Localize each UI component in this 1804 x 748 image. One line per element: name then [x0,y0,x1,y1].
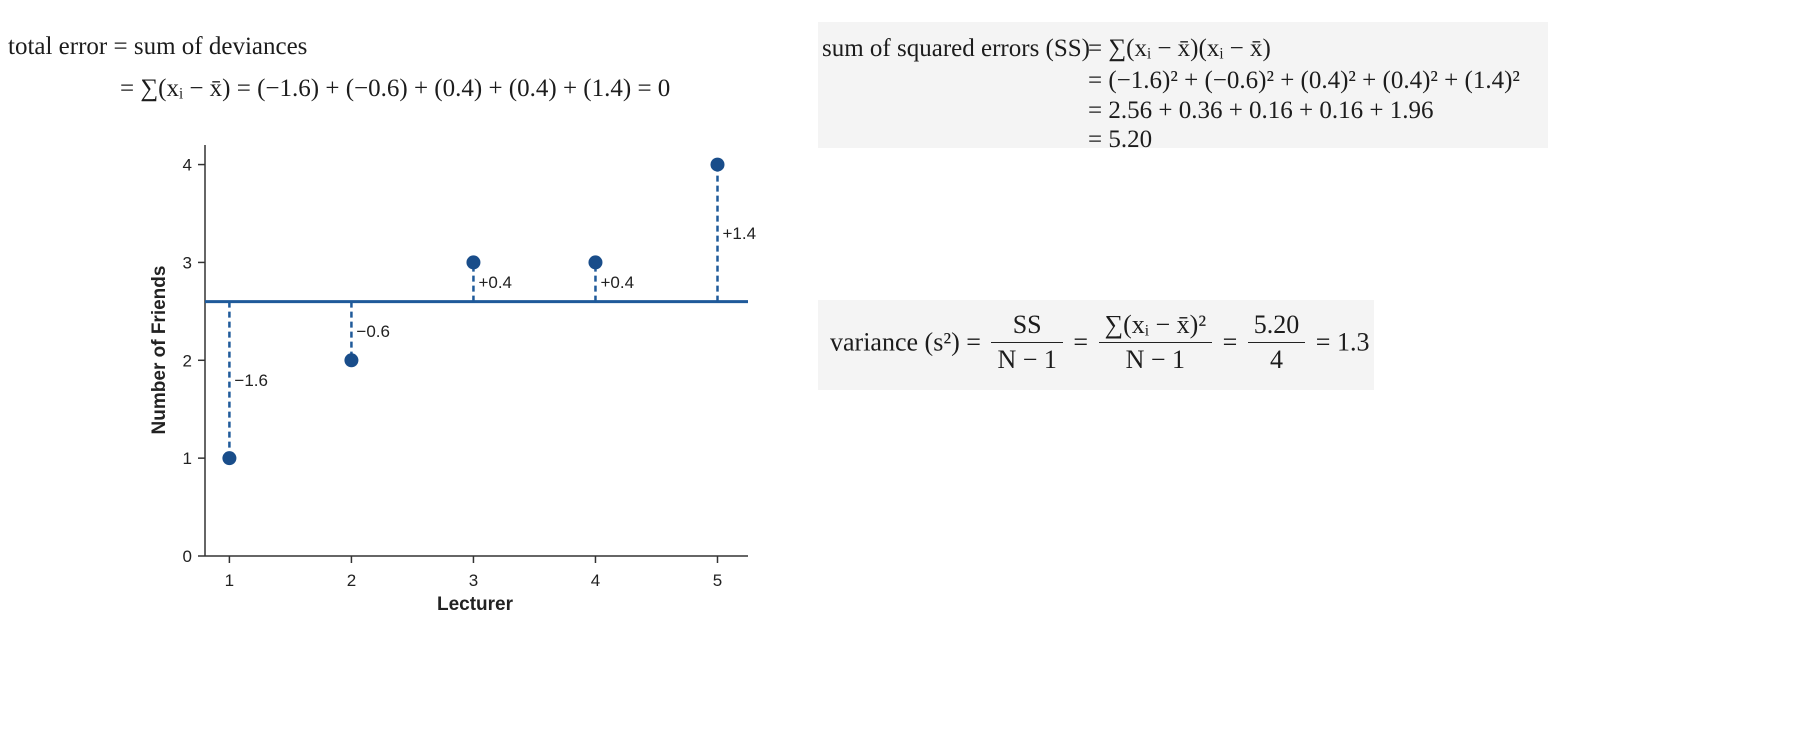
y-tick-label: 0 [183,547,192,566]
x-axis-label: Lecturer [437,594,514,615]
data-point [710,157,725,172]
fraction-sum-numerator: ∑(xᵢ − x̄)² [1098,312,1213,343]
fraction-ss-denominator: N − 1 [997,345,1057,374]
deviation-label: +0.4 [600,273,634,292]
ss-panel [818,22,1548,148]
data-point [588,255,603,270]
variance-panel [818,300,1374,390]
data-point [466,255,481,270]
total-error-line-1: total error = sum of deviances [8,33,308,60]
x-tick-label: 3 [469,571,478,590]
fraction-value-denominator: 4 [1270,345,1284,374]
data-point [344,353,359,368]
y-tick-label: 2 [183,351,192,370]
ss-label: sum of squared errors (SS) [822,35,1091,62]
deviation-label: +1.4 [722,224,756,243]
y-axis-label: Number of Friends [149,266,170,435]
fraction-ss: SS N − 1 [991,312,1063,374]
total-error-line-2: = ∑(xᵢ − x̄) = (−1.6) + (−0.6) + (0.4) +… [120,75,671,102]
deviation-label: +0.4 [478,273,512,292]
y-tick-label: 4 [183,156,192,175]
x-tick-label: 5 [713,571,722,590]
fraction-sum: ∑(xᵢ − x̄)² N − 1 [1098,312,1213,374]
fraction-sum-denominator: N − 1 [1125,345,1186,374]
x-tick-label: 2 [347,571,356,590]
equals-sign: = [1222,327,1238,357]
deviation-label: −1.6 [234,371,268,390]
ss-line-2: = (−1.6)² + (−0.6)² + (0.4)² + (0.4)² + … [1088,67,1520,94]
equals-sign: = [1073,327,1089,357]
chart-axes: 0 1 2 3 4 1 2 3 4 5 [183,145,748,590]
fraction-value-numerator: 5.20 [1247,312,1306,343]
x-tick-label: 4 [591,571,600,590]
y-tick-label: 3 [183,253,192,272]
fraction-value: 5.20 4 [1247,312,1306,374]
ss-line-3: = 2.56 + 0.36 + 0.16 + 0.16 + 1.96 [1088,97,1434,124]
fraction-ss-numerator: SS [991,312,1063,343]
variance-lhs: variance (s²) = [830,327,981,357]
chart-marks: −1.6 −0.6 +0.4 +0.4 +1.4 [205,157,756,466]
data-point [222,451,237,466]
variance-formula: variance (s²) = SS N − 1 = ∑(xᵢ − x̄)² N… [830,312,1369,373]
deviation-label: −0.6 [356,322,390,341]
ss-line-4: = 5.20 [1088,126,1153,153]
x-tick-label: 1 [225,571,234,590]
y-tick-label: 1 [183,449,192,468]
ss-line-1: = ∑(xᵢ − x̄)(xᵢ − x̄) [1088,35,1271,62]
variance-result: = 1.3 [1315,327,1370,357]
